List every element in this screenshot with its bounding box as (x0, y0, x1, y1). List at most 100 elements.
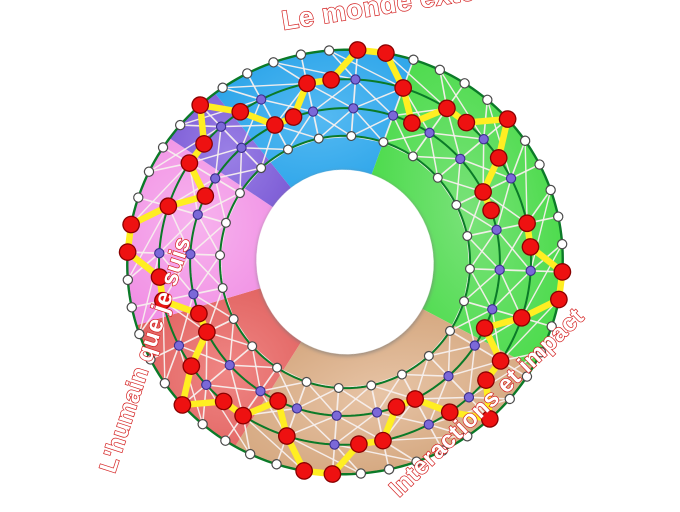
node-mid-purple (307, 106, 319, 117)
sector-green (371, 59, 563, 368)
chord-edge (350, 114, 394, 137)
node-path-red (377, 44, 395, 62)
chord-edge (427, 423, 469, 438)
node-mid-purple (455, 153, 466, 165)
chord-edge (382, 435, 469, 442)
chord-edge (520, 243, 563, 319)
node-path-red (394, 79, 413, 97)
node-small-white (134, 328, 145, 340)
chord-edge (469, 229, 498, 270)
node-small-white (462, 431, 473, 442)
chord-edge (385, 52, 448, 110)
chord-edge (463, 300, 476, 347)
node-small-white (434, 64, 446, 76)
chord-edge (463, 269, 501, 302)
node-path-red (521, 238, 540, 256)
node-path-red (190, 304, 208, 323)
chord-edge (333, 411, 378, 446)
chord-edge (468, 351, 542, 399)
chord-edge (158, 213, 199, 254)
node-small-white (366, 380, 377, 391)
chord-edge (138, 252, 160, 335)
node-mid-purple (525, 265, 536, 276)
node-path-red (191, 96, 210, 114)
chord-edge (189, 253, 224, 289)
node-small-white (126, 302, 137, 313)
node-mid-purple (210, 173, 221, 184)
chord-edge (239, 147, 243, 194)
node-small-white (301, 376, 312, 387)
chord-edge (178, 344, 231, 366)
chord-edge (192, 293, 235, 320)
node-mid-purple (424, 127, 435, 138)
chord-edge (510, 163, 541, 180)
chord-edge (148, 125, 222, 173)
chord-edge (205, 384, 251, 455)
chord-edge (447, 330, 451, 377)
node-mid-purple (291, 403, 303, 414)
node-small-white (464, 263, 475, 274)
node-path-red (277, 427, 296, 445)
node-mid-purple (423, 419, 434, 430)
node-small-white (521, 371, 533, 382)
chord-edge (221, 86, 263, 101)
node-path-red (173, 396, 192, 414)
chord-edge (414, 396, 470, 400)
chord-edge (337, 387, 378, 414)
node-path-red (489, 149, 508, 167)
node-small-white (546, 321, 557, 332)
node-mid-purple (463, 392, 475, 403)
node-small-white (244, 448, 256, 460)
node-small-white (397, 369, 408, 380)
chord-edge (162, 300, 166, 384)
node-small-white (383, 464, 395, 475)
chord-edge (412, 155, 462, 160)
node-path-red (266, 116, 284, 134)
chord-edge (449, 308, 493, 332)
chord-edge (221, 82, 308, 89)
chord-edge (276, 366, 298, 410)
chord-edge (333, 443, 418, 463)
chord-edge (498, 268, 532, 272)
node-path-red (159, 197, 178, 216)
node-mid-purple (201, 379, 212, 390)
node-small-white (220, 217, 231, 228)
node-path-red (234, 406, 252, 425)
chord-edge (459, 158, 512, 180)
node-small-white (143, 166, 155, 177)
chord-edge (242, 414, 305, 472)
node-small-white (423, 350, 434, 361)
chord-edge (312, 110, 353, 137)
chord-edge (469, 268, 493, 311)
node-mid-purple (487, 304, 498, 315)
node-small-white (462, 231, 473, 242)
node-small-white (535, 347, 547, 358)
node-path-red (269, 392, 287, 410)
node-path-red (477, 371, 495, 389)
chord-edge (530, 189, 552, 272)
chord-edge (466, 235, 501, 271)
chord-edge (335, 384, 372, 417)
node-path-red (154, 291, 172, 310)
node-small-white (159, 378, 171, 389)
chord-edge (296, 387, 340, 410)
chord-edge (251, 345, 262, 392)
chord-edge (312, 78, 357, 113)
node-small-white (519, 135, 531, 146)
chord-edge (491, 270, 532, 311)
node-mid-purple (494, 264, 505, 275)
node-path-red (122, 215, 140, 234)
node-mid-purple (256, 94, 267, 105)
chord-edge (178, 344, 204, 425)
node-path-red (498, 110, 517, 128)
node-small-white (228, 314, 239, 325)
node-mid-purple (469, 340, 480, 351)
node-mid-purple (173, 340, 185, 351)
node-path-red (182, 357, 201, 375)
chord-edge (164, 344, 180, 385)
chord-edge (287, 110, 314, 151)
chord-edge (286, 435, 362, 475)
node-path-red (518, 214, 536, 233)
node-path-red (295, 462, 313, 480)
